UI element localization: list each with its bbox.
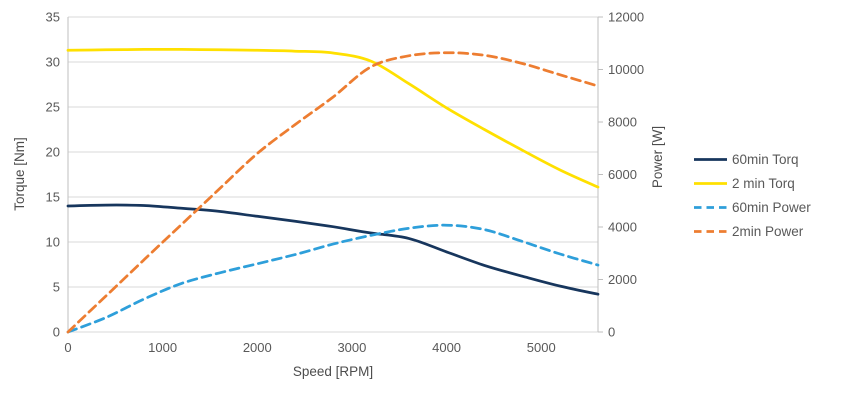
series-line-2-min-torq [66,47,600,189]
y-right-tick-label: 8000 [608,115,637,130]
series-line-60min-power [66,223,600,334]
legend-item-60min-power: 60min Power [694,199,811,216]
chart-legend: 60min Torq 2 min Torq 60min Power 2min Powe… [694,151,811,240]
x-tick-label: 2000 [243,340,272,355]
y-left-tick-label: 0 [53,325,60,340]
y-right-tick-label: 6000 [608,167,637,182]
x-tick-label: 1000 [148,340,177,355]
y-left-tick-label: 5 [53,280,60,295]
legend-label-60min-power: 60min Power [732,200,811,215]
x-tick-label: 0 [64,340,71,355]
series-line-60min-torq [66,203,600,296]
legend-line-sample-2min-power [694,230,727,233]
x-axis-title: Speed [RPM] [293,364,373,379]
x-tick-label: 4000 [432,340,461,355]
y-left-tick-label: 35 [46,10,60,25]
y-left-tick-label: 20 [46,145,60,160]
legend-line-sample-60min-torq [694,158,727,161]
legend-line-sample-2-min-torq [694,182,727,185]
y-right-tick-label: 10000 [608,62,644,77]
y-left-tick-label: 25 [46,100,60,115]
legend-label-60min-torq: 60min Torq [732,152,799,167]
legend-item-2min-power: 2min Power [694,223,811,240]
series-line-2min-power [66,51,600,334]
axis-lines [67,16,603,333]
y-left-tick-label: 15 [46,190,60,205]
x-tick-label: 3000 [337,340,366,355]
legend-line-sample-60min-power [694,206,727,209]
y-right-tick-label: 2000 [608,272,637,287]
y-axis-title-left: Torque [Nm] [12,137,27,211]
legend-item-60min-torq: 60min Torq [694,151,811,168]
legend-item-2-min-torq: 2 min Torq [694,175,811,192]
y-right-tick-label: 4000 [608,220,637,235]
y-left-tick-label: 10 [46,235,60,250]
legend-label-2min-power: 2min Power [732,224,804,239]
gridlines [68,16,598,333]
y-right-tick-label: 12000 [608,10,644,25]
y-right-tick-label: 0 [608,325,615,340]
series-lines [66,47,600,334]
legend-label-2-min-torq: 2 min Torq [732,176,795,191]
tick-labels: 0510152025303502000400060008000100001200… [46,10,645,356]
y-axis-title-right: Power [W] [650,126,665,188]
y-left-tick-label: 30 [46,55,60,70]
x-tick-label: 5000 [527,340,556,355]
